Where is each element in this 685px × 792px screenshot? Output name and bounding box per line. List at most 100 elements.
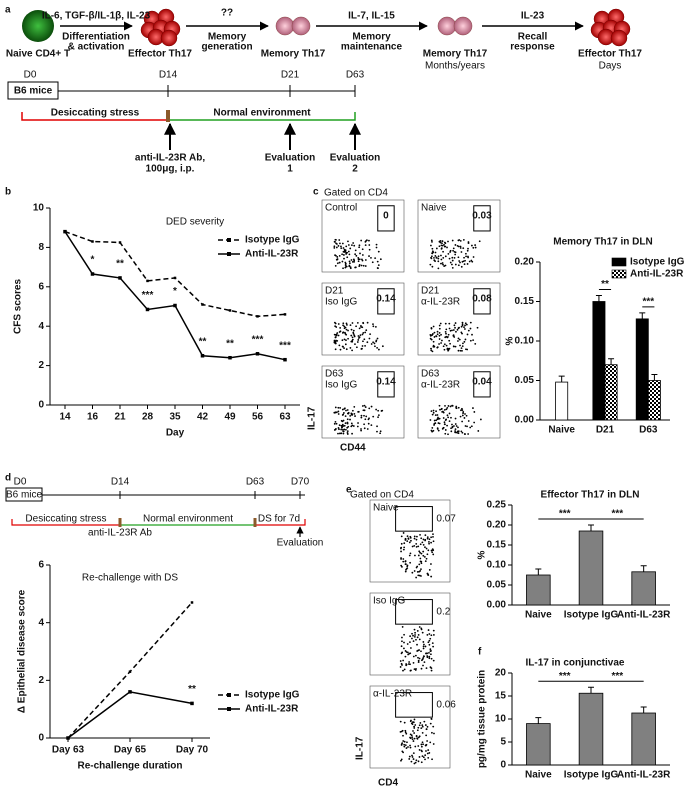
significance: ** (188, 684, 196, 695)
event-dot (420, 568, 422, 571)
event-dot (404, 539, 407, 541)
event-dot (356, 321, 359, 324)
event-dot (464, 338, 467, 341)
event-dot (417, 633, 420, 636)
event-dot (457, 406, 460, 409)
event-dot (368, 239, 370, 242)
event-dot (427, 641, 430, 644)
event-dot (347, 329, 349, 332)
event-dot (403, 647, 405, 650)
y-tick-label: 6 (38, 560, 44, 571)
event-dot (335, 411, 338, 414)
event-dot (362, 332, 365, 334)
event-dot (453, 324, 456, 327)
event-dot (432, 645, 435, 648)
event-dot (430, 255, 433, 258)
event-dot (368, 417, 370, 420)
event-dot (376, 267, 379, 269)
event-dot (455, 431, 458, 434)
event-dot (359, 252, 361, 255)
plot-label: Naive (373, 503, 399, 514)
event-dot (342, 247, 345, 249)
event-dot (342, 324, 344, 327)
event-dot (471, 333, 473, 336)
event-dot (474, 244, 477, 246)
plot-label: Naive (421, 203, 447, 214)
event-dot (432, 344, 435, 347)
event-dot (442, 250, 444, 253)
event-dot (442, 256, 445, 259)
event-dot (353, 244, 356, 247)
event-dot (469, 327, 472, 330)
event-dot (457, 327, 460, 330)
point-marker (128, 690, 132, 694)
event-dot (343, 327, 346, 330)
bar (647, 380, 661, 421)
step-process: Memory (208, 32, 247, 43)
event-label: 1 (287, 164, 293, 175)
event-dot (431, 250, 434, 253)
event-dot (346, 256, 349, 259)
memory-cell (291, 16, 311, 36)
event-dot (420, 537, 423, 540)
legend-swatch (611, 269, 627, 279)
event-label: 2 (352, 164, 358, 175)
event-dot (429, 637, 432, 640)
event-dot (434, 251, 437, 254)
event-dot (431, 551, 434, 554)
flow-plot (369, 592, 451, 676)
event-dot (409, 536, 412, 539)
event-dot (339, 348, 342, 351)
event-dot (333, 422, 336, 425)
plot-label: D63 (325, 369, 344, 380)
point-marker (228, 355, 232, 360)
event-dot (434, 255, 437, 257)
y-tick-label: 0.20 (515, 257, 535, 268)
gate-value: 0.08 (472, 293, 492, 304)
event-dot (339, 327, 342, 329)
event-dot (465, 323, 468, 326)
x-tick-label: D63 (639, 425, 658, 436)
event-dot (346, 418, 349, 421)
event-dot (364, 240, 367, 243)
y-tick-label: 10 (33, 203, 45, 214)
event-dot (377, 414, 380, 417)
event-dot (413, 545, 416, 547)
event-dot (418, 657, 421, 660)
event-dot (435, 335, 438, 337)
evaluation-label: Evaluation (277, 538, 324, 549)
event-dot (449, 329, 452, 332)
legend-marker (227, 693, 231, 697)
event-dot (432, 540, 435, 543)
event-dot (343, 338, 346, 341)
event-dot (350, 340, 353, 343)
event-dot (334, 428, 337, 431)
event-dot (338, 428, 340, 431)
event-dot (364, 418, 367, 421)
error-cap (588, 686, 594, 694)
event-dot (426, 655, 429, 657)
event-dot (435, 247, 438, 250)
event-dot (400, 759, 402, 762)
event-dot (414, 724, 417, 726)
event-dot (347, 240, 349, 243)
event-dot (469, 426, 472, 429)
event-dot (443, 348, 446, 351)
legend-label: Isotype IgG (245, 235, 300, 246)
event-dot (478, 240, 481, 243)
flow-plot (417, 199, 501, 273)
event-dot (451, 329, 453, 332)
event-dot (409, 561, 412, 564)
axis-label: IL-17 (355, 736, 366, 760)
event-dot (360, 414, 363, 417)
step-process: response (510, 42, 555, 53)
event-dot (451, 263, 453, 266)
event-dot (345, 333, 348, 336)
event-dot (424, 645, 427, 648)
panel-label: e (346, 485, 352, 496)
event-dot (472, 339, 475, 342)
event-dot (351, 336, 354, 339)
event-dot (440, 254, 442, 257)
event-dot (381, 345, 384, 348)
event-dot (420, 727, 423, 730)
